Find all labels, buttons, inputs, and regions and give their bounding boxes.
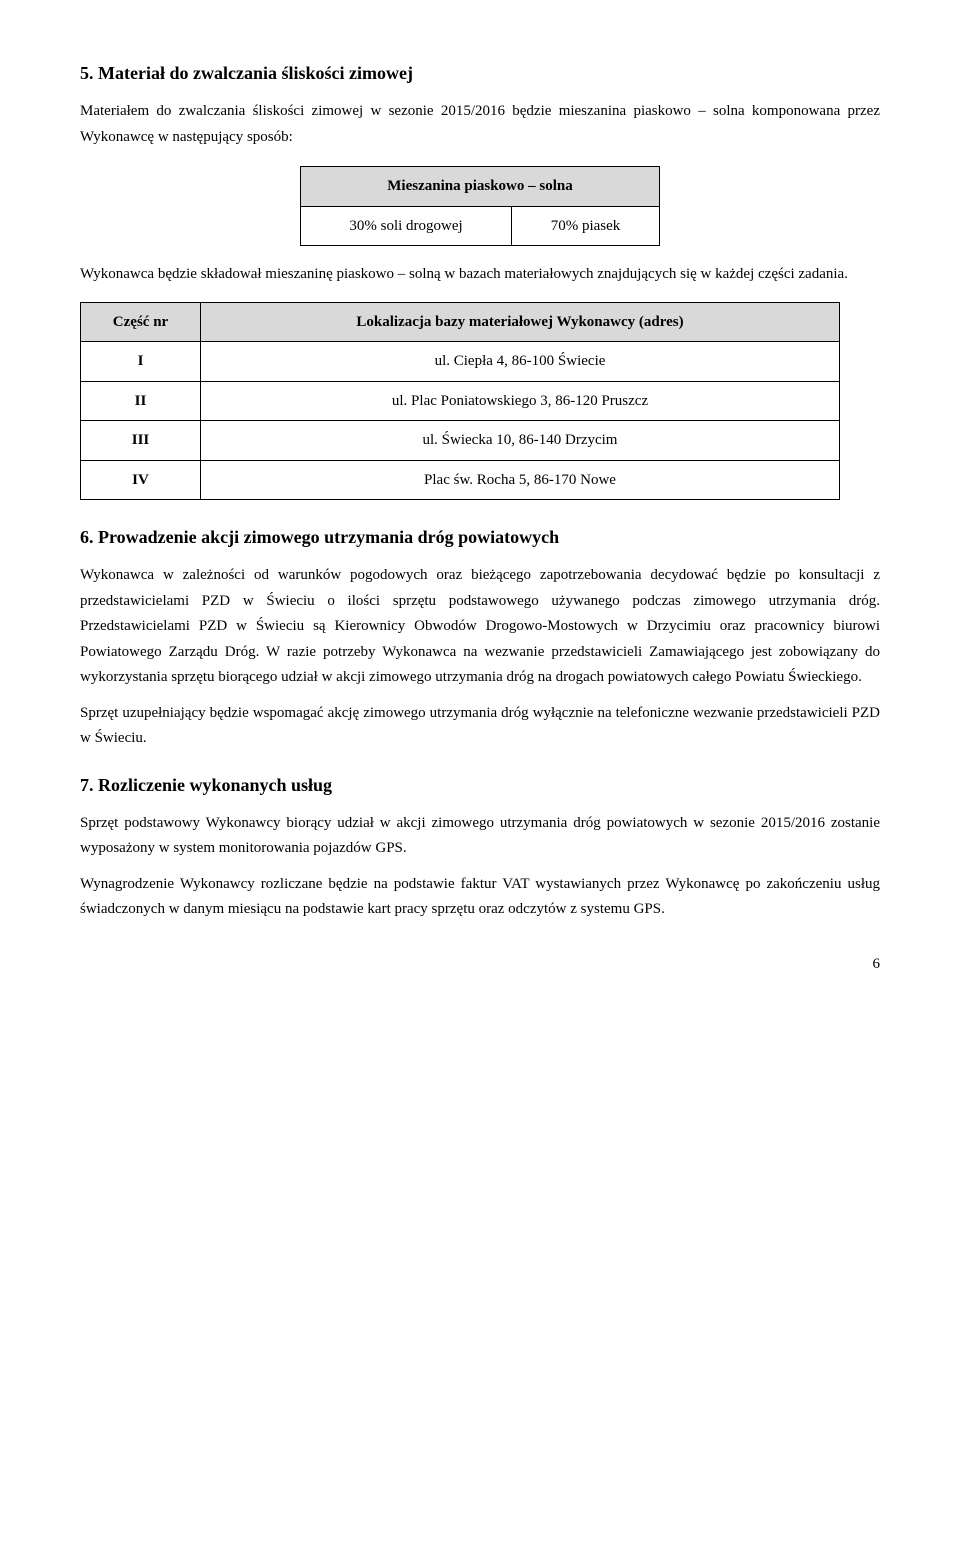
table2-r0c1: ul. Ciepła 4, 86-100 Świecie bbox=[201, 342, 840, 382]
table1-cell-1: 70% piasek bbox=[512, 206, 660, 246]
section7-para2: Wynagrodzenie Wykonawcy rozliczane będzi… bbox=[80, 872, 880, 923]
table2-r3c1: Plac św. Rocha 5, 86-170 Nowe bbox=[201, 460, 840, 500]
section7-para1: Sprzęt podstawowy Wykonawcy biorący udzi… bbox=[80, 811, 880, 862]
table2-r1c0: II bbox=[81, 381, 201, 421]
table2-r3c0: IV bbox=[81, 460, 201, 500]
section5-para1: Materiałem do zwalczania śliskości zimow… bbox=[80, 99, 880, 150]
table1-header: Mieszanina piaskowo – solna bbox=[301, 167, 660, 207]
table1: Mieszanina piaskowo – solna 30% soli dro… bbox=[300, 166, 660, 246]
table-row: III ul. Świecka 10, 86-140 Drzycim bbox=[81, 421, 840, 461]
table2-r2c1: ul. Świecka 10, 86-140 Drzycim bbox=[201, 421, 840, 461]
table2-r0c0: I bbox=[81, 342, 201, 382]
table-row: I ul. Ciepła 4, 86-100 Świecie bbox=[81, 342, 840, 382]
table2-r2c0: III bbox=[81, 421, 201, 461]
table1-wrap: Mieszanina piaskowo – solna 30% soli dro… bbox=[80, 166, 880, 246]
table-row: II ul. Plac Poniatowskiego 3, 86-120 Pru… bbox=[81, 381, 840, 421]
table2-r1c1: ul. Plac Poniatowskiego 3, 86-120 Pruszc… bbox=[201, 381, 840, 421]
section6-para2: Sprzęt uzupełniający będzie wspomagać ak… bbox=[80, 701, 880, 752]
section5-heading: 5. Materiał do zwalczania śliskości zimo… bbox=[80, 60, 880, 87]
table1-cell-0: 30% soli drogowej bbox=[301, 206, 512, 246]
table2-col1: Część nr bbox=[81, 302, 201, 342]
section6-heading: 6. Prowadzenie akcji zimowego utrzymania… bbox=[80, 524, 880, 551]
table2: Część nr Lokalizacja bazy materiałowej W… bbox=[80, 302, 840, 501]
section6-para1: Wykonawca w zależności od warunków pogod… bbox=[80, 563, 880, 691]
section7-heading: 7. Rozliczenie wykonanych usług bbox=[80, 772, 880, 799]
table-row: IV Plac św. Rocha 5, 86-170 Nowe bbox=[81, 460, 840, 500]
section5-para2: Wykonawca będzie składował mieszaninę pi… bbox=[80, 262, 880, 288]
page-number: 6 bbox=[80, 953, 880, 976]
table2-col2: Lokalizacja bazy materiałowej Wykonawcy … bbox=[201, 302, 840, 342]
